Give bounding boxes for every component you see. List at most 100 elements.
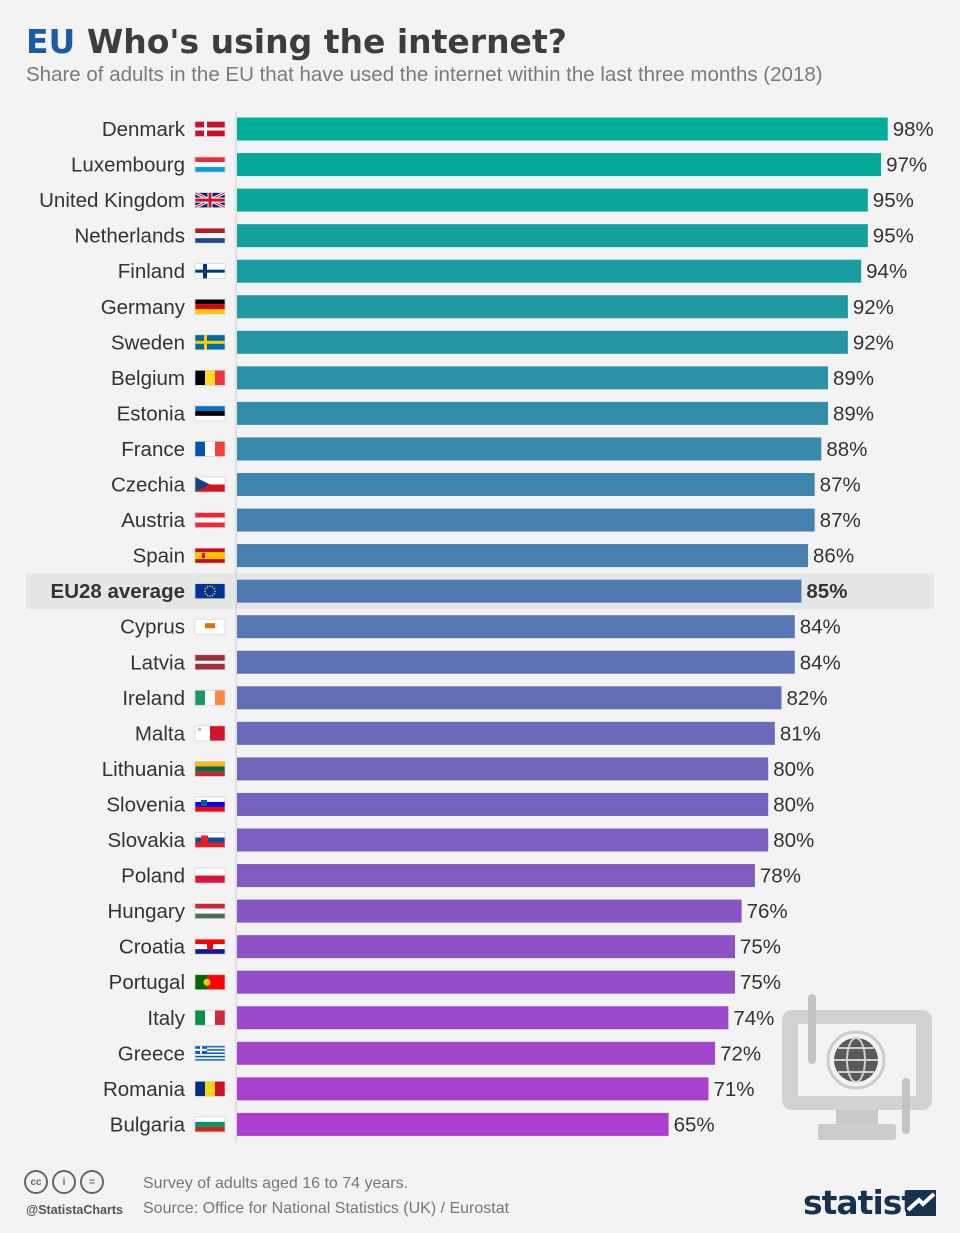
bar	[237, 544, 809, 568]
bar	[237, 1112, 669, 1136]
data-label: 89%	[833, 367, 874, 390]
flag-portugal-icon	[194, 974, 226, 991]
category-label: Latvia	[130, 651, 185, 674]
category-label: Slovakia	[108, 829, 186, 852]
flag-czechia-icon	[194, 476, 226, 493]
flag-latvia-icon	[194, 654, 226, 671]
flag-slovenia-icon	[194, 796, 226, 813]
flag-luxembourg-icon	[194, 156, 226, 173]
chart-title: EU Who's using the internet?	[26, 22, 567, 61]
flag-united-kingdom-icon	[194, 191, 226, 209]
bar	[237, 1077, 709, 1101]
data-label: 86%	[813, 545, 854, 568]
data-label: 80%	[773, 758, 814, 781]
flag-croatia-icon	[194, 938, 226, 955]
data-label: 95%	[873, 189, 914, 212]
bar	[237, 259, 862, 283]
bar	[237, 224, 868, 248]
statista-logo-icon	[906, 1190, 936, 1216]
flag-slovakia-icon	[194, 832, 226, 848]
flag-cyprus-icon	[194, 618, 226, 635]
category-label: Estonia	[117, 402, 186, 425]
category-label: Greece	[118, 1042, 185, 1065]
flag-lithuania-icon	[194, 761, 226, 777]
category-label: Czechia	[111, 474, 186, 497]
data-label: 92%	[853, 296, 894, 319]
bar	[237, 1041, 716, 1065]
category-label: Portugal	[109, 971, 185, 994]
category-label: Slovenia	[106, 793, 185, 816]
category-label: Croatia	[119, 936, 186, 959]
data-label: 78%	[760, 865, 801, 888]
bar	[237, 757, 769, 781]
bar	[237, 188, 868, 212]
statista-handle[interactable]: @StatistaCharts	[26, 1203, 123, 1217]
bar	[237, 1006, 729, 1030]
bar	[237, 437, 822, 461]
bar	[237, 792, 769, 816]
data-label: 87%	[820, 474, 861, 497]
data-label: 88%	[826, 438, 867, 461]
bar	[237, 935, 735, 959]
flag-finland-icon	[194, 263, 226, 280]
attribution-icon: i	[52, 1170, 76, 1194]
data-label: 84%	[800, 616, 841, 639]
bar	[237, 686, 782, 710]
bar	[237, 473, 815, 496]
title-text: Who's using the internet?	[86, 22, 567, 61]
bar	[237, 295, 848, 319]
flag-ireland-icon	[194, 689, 226, 706]
data-label: 80%	[773, 793, 814, 816]
category-label: Malta	[135, 722, 186, 745]
data-label: 71%	[713, 1078, 754, 1101]
category-label: Hungary	[108, 900, 186, 923]
bar	[237, 721, 775, 745]
bar	[237, 330, 848, 354]
category-label: Luxembourg	[71, 154, 185, 177]
bar	[237, 864, 755, 888]
data-label: 92%	[853, 331, 894, 354]
flag-austria-icon	[194, 512, 226, 528]
data-label: 72%	[720, 1042, 761, 1065]
category-label: United Kingdom	[39, 189, 185, 212]
bar	[237, 508, 815, 532]
flag-sweden-icon	[194, 334, 226, 351]
cc-icon: cc	[24, 1170, 48, 1194]
category-label: Austria	[121, 509, 185, 532]
flag-germany-icon	[194, 298, 226, 315]
data-label: 95%	[873, 225, 914, 248]
bar	[237, 828, 769, 852]
data-label: 65%	[674, 1113, 715, 1136]
data-label: 82%	[786, 687, 827, 710]
bar	[237, 970, 735, 994]
category-label: Lithuania	[102, 758, 186, 781]
category-label: Sweden	[111, 331, 185, 354]
data-label: 94%	[866, 260, 907, 283]
category-label: Spain	[133, 545, 185, 568]
bar	[237, 366, 828, 390]
data-label: 75%	[740, 971, 781, 994]
category-label: Cyprus	[120, 616, 185, 639]
category-label: Belgium	[111, 367, 185, 390]
bar-chart: Denmark 98% Luxembourg 97% United Kingdom 95%…	[26, 112, 934, 1143]
survey-note: Survey of adults aged 16 to 74 years.	[143, 1175, 409, 1192]
source-note: Source: Office for National Statistics (…	[143, 1200, 510, 1217]
category-label: Denmark	[102, 118, 186, 141]
flag-spain-icon	[194, 547, 226, 564]
data-label: 87%	[820, 509, 861, 532]
no-derivatives-icon: =	[80, 1170, 104, 1194]
bar	[237, 401, 828, 425]
category-label: Finland	[118, 260, 185, 283]
category-label: Italy	[147, 1007, 185, 1030]
bar	[237, 117, 888, 141]
flag-italy-icon	[194, 1009, 226, 1026]
category-label: France	[121, 438, 185, 461]
chart-subtitle: Share of adults in the EU that have used…	[26, 63, 823, 86]
data-label: 89%	[833, 402, 874, 425]
data-label: 98%	[893, 118, 934, 141]
data-label: 85%	[806, 580, 847, 603]
license-icons: cc i =	[24, 1170, 104, 1194]
bar	[237, 153, 882, 177]
computer-globe-illustration	[776, 990, 936, 1155]
category-label: Poland	[121, 865, 185, 888]
